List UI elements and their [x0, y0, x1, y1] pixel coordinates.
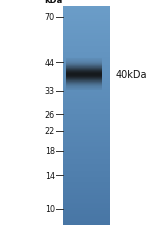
Text: 40kDa: 40kDa — [116, 70, 147, 80]
Text: 33: 33 — [45, 87, 55, 96]
Text: 26: 26 — [45, 110, 55, 119]
Text: 14: 14 — [45, 171, 55, 180]
Text: kDa: kDa — [44, 0, 63, 5]
Text: 10: 10 — [45, 204, 55, 213]
Text: 22: 22 — [45, 127, 55, 136]
Text: 18: 18 — [45, 146, 55, 155]
Text: 44: 44 — [45, 59, 55, 68]
Text: 70: 70 — [45, 13, 55, 22]
